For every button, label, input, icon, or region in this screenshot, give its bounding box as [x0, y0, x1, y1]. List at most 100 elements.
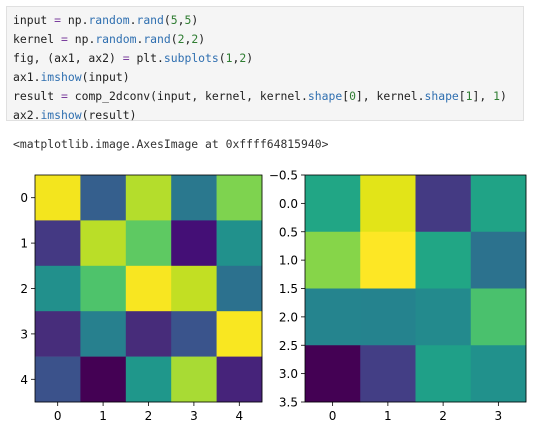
y-tick-label: 3.5 [279, 396, 298, 410]
code-token: [ [342, 89, 350, 103]
code-token: ) [198, 32, 206, 46]
cell-output: <matplotlib.image.AxesImage at 0xffff648… [13, 137, 329, 151]
heatmap-cell [35, 311, 81, 357]
heatmap-cell [80, 175, 127, 221]
heatmap-cell [125, 175, 172, 221]
heatmap-cell [305, 231, 361, 289]
code-token: ax2. [13, 108, 41, 122]
y-tick-label: 2.0 [279, 310, 298, 324]
x-tick-label: 3 [190, 409, 198, 423]
code-line: ax2.imshow(result) [13, 106, 517, 125]
heatmap-cell [305, 345, 361, 403]
x-tick-label: 2 [145, 409, 153, 423]
heatmap-cell [415, 345, 472, 403]
code-token: = [61, 89, 68, 103]
heatmap-cell [360, 175, 416, 233]
heatmap-cell [216, 311, 263, 357]
code-token: rand [143, 32, 171, 46]
heatmap-cell [125, 265, 172, 312]
code-token: comp_2dconv(input, kernel, kernel. [67, 89, 308, 103]
code-token: , [184, 32, 192, 46]
code-token: 2 [191, 32, 199, 46]
code-token: ( [218, 51, 226, 65]
code-token: (input) [81, 70, 130, 84]
heatmap-cell [80, 311, 127, 357]
code-token: 5 [184, 13, 192, 27]
heatmap-cell [305, 288, 361, 346]
code-editor[interactable]: input = np.random.rand(5,5) kernel = np.r… [13, 11, 517, 125]
heatmap-cell [470, 175, 527, 233]
code-token: plt. [129, 51, 164, 65]
heatmap-cell [80, 220, 127, 267]
code-line: fig, (ax1, ax2) = plt.subplots(1,2) [13, 49, 517, 68]
subplots-figure: 0 1 2 3 4 0 1 2 3 4 0 1 2 3 −0.5 0.0 0.5 1.0 1.5 2.0 2.5 3.0… [20, 169, 527, 423]
y-tick-label: 0 [20, 191, 28, 205]
code-token: fig, (ax1, ax2) [13, 51, 123, 65]
code-token: = [122, 51, 130, 65]
code-token: = [54, 13, 62, 27]
code-token: (result) [81, 108, 137, 122]
code-token: ax1. [13, 70, 41, 84]
heatmap-cell [35, 175, 81, 221]
heatmap-cell [80, 356, 127, 403]
code-token: input [13, 13, 55, 27]
heatmap-cell [171, 356, 217, 403]
heatmap-cell [470, 231, 527, 289]
x-tick-label: 1 [384, 409, 392, 423]
heatmap-cell [360, 345, 416, 403]
code-token: , [177, 13, 185, 27]
x-tick-label: 3 [495, 409, 503, 423]
code-token: ) [246, 51, 254, 65]
y-tick-label: 2 [20, 282, 28, 296]
code-token: . [136, 32, 144, 46]
heatmap-cell [470, 288, 527, 346]
code-token: ) [499, 89, 507, 103]
heatmap-cell [415, 175, 472, 233]
heatmap-cell [415, 231, 472, 289]
code-token: ( [170, 32, 178, 46]
code-token: 0 [349, 89, 356, 103]
x-tick-label: 4 [235, 409, 243, 423]
code-token: result [13, 89, 62, 103]
heatmap-cell [360, 288, 416, 346]
ax2-result-image: 0 1 2 3 −0.5 0.0 0.5 1.0 1.5 2.0 2.5 3.0 3.5 [269, 169, 527, 423]
code-line: input = np.random.rand(5,5) [13, 11, 517, 30]
heatmap-cell [216, 220, 263, 267]
heatmap-cell [305, 175, 361, 233]
code-token: imshow [40, 70, 82, 84]
code-token: random [88, 13, 130, 27]
heatmap-cell [125, 220, 172, 267]
heatmap-cell [80, 265, 127, 312]
code-token: shape [424, 89, 459, 103]
code-token: ) [191, 13, 199, 27]
code-token: subplots [163, 51, 219, 65]
y-tick-label: 1.5 [279, 282, 298, 296]
heatmap-cell [470, 345, 527, 403]
code-token: np. [67, 32, 96, 46]
heatmap-cell [171, 265, 217, 312]
code-token: random [95, 32, 137, 46]
code-token: ], kernel. [355, 89, 425, 103]
code-token: ( [163, 13, 171, 27]
code-token: ], [472, 89, 494, 103]
heatmap-cell [216, 356, 263, 403]
heatmap-cell [415, 288, 472, 346]
y-tick-label: 2.5 [279, 339, 298, 353]
code-token: 1 [225, 51, 233, 65]
heatmap-cell [171, 220, 217, 267]
x-tick-label: 0 [329, 409, 337, 423]
heatmap-cell [171, 175, 217, 221]
code-token: 2 [177, 32, 185, 46]
heatmap-cell [35, 265, 81, 312]
code-token: np. [61, 13, 89, 27]
x-tick-label: 1 [99, 409, 107, 423]
code-token: . [129, 13, 137, 27]
code-token: imshow [40, 108, 82, 122]
ax1-input-image: 0 1 2 3 4 0 1 2 3 4 [20, 174, 263, 423]
code-token: shape [307, 89, 343, 103]
heatmap-cell [171, 311, 217, 357]
code-cell[interactable]: input = np.random.rand(5,5) kernel = np.r… [6, 6, 524, 122]
code-token: 1 [493, 89, 500, 103]
heatmap-cell [125, 311, 172, 357]
y-tick-label: 0.0 [279, 197, 298, 211]
